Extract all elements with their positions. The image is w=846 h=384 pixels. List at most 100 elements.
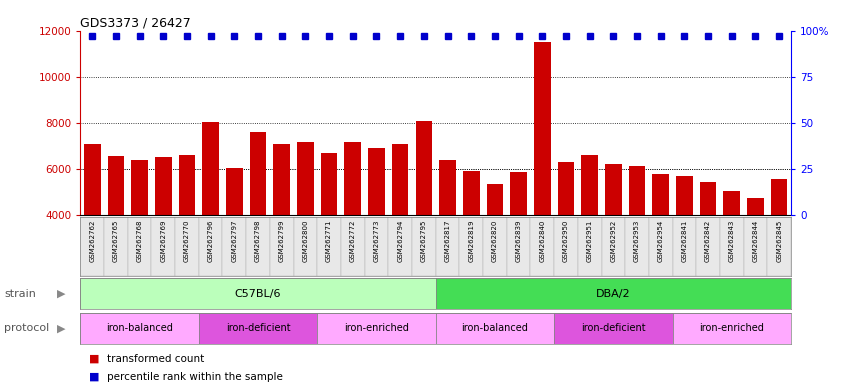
Text: GSM262841: GSM262841: [681, 220, 688, 262]
Text: ▶: ▶: [57, 323, 65, 333]
Text: GSM262796: GSM262796: [207, 220, 214, 262]
Bar: [486, 184, 503, 215]
Text: GSM262817: GSM262817: [444, 220, 451, 262]
Bar: [439, 160, 456, 215]
Bar: [436, 278, 791, 309]
Text: GSM262800: GSM262800: [302, 220, 309, 262]
Bar: [104, 217, 128, 276]
Bar: [558, 162, 574, 215]
Bar: [412, 217, 436, 276]
Bar: [510, 172, 527, 215]
Text: GSM262843: GSM262843: [728, 220, 735, 262]
Bar: [297, 142, 314, 215]
Bar: [321, 153, 338, 215]
Bar: [673, 313, 791, 344]
Bar: [652, 174, 669, 215]
Text: GSM262769: GSM262769: [160, 220, 167, 262]
Bar: [602, 217, 625, 276]
Bar: [151, 217, 175, 276]
Text: transformed count: transformed count: [107, 354, 205, 364]
Text: strain: strain: [4, 289, 36, 299]
Text: iron-balanced: iron-balanced: [106, 323, 173, 333]
Text: iron-enriched: iron-enriched: [344, 323, 409, 333]
Bar: [625, 217, 649, 276]
Text: GSM262951: GSM262951: [586, 220, 593, 262]
Bar: [463, 171, 480, 215]
Bar: [747, 198, 764, 215]
Bar: [771, 179, 788, 215]
Text: GSM262772: GSM262772: [349, 220, 356, 262]
Bar: [700, 182, 717, 215]
Text: iron-deficient: iron-deficient: [226, 323, 290, 333]
Text: iron-balanced: iron-balanced: [461, 323, 529, 333]
Bar: [459, 217, 483, 276]
Bar: [80, 278, 436, 309]
Bar: [581, 155, 598, 215]
Text: GSM262797: GSM262797: [231, 220, 238, 262]
Bar: [483, 217, 507, 276]
Bar: [344, 142, 361, 215]
Bar: [226, 168, 243, 215]
Bar: [179, 155, 195, 215]
Text: GSM262762: GSM262762: [89, 220, 96, 262]
Bar: [720, 217, 744, 276]
Bar: [365, 217, 388, 276]
Bar: [696, 217, 720, 276]
Bar: [273, 144, 290, 215]
Bar: [507, 217, 530, 276]
Bar: [80, 313, 199, 344]
Text: GSM262771: GSM262771: [326, 220, 332, 262]
Bar: [554, 217, 578, 276]
Text: GSM262770: GSM262770: [184, 220, 190, 262]
Text: GSM262820: GSM262820: [492, 220, 498, 262]
Text: GSM262819: GSM262819: [468, 220, 475, 262]
Text: DBA/2: DBA/2: [596, 289, 630, 299]
Text: GSM262795: GSM262795: [420, 220, 427, 262]
Bar: [341, 217, 365, 276]
Bar: [605, 164, 622, 215]
Bar: [80, 217, 104, 276]
Bar: [723, 191, 740, 215]
Bar: [199, 313, 317, 344]
Text: C57BL/6: C57BL/6: [235, 289, 281, 299]
Text: iron-deficient: iron-deficient: [581, 323, 645, 333]
Bar: [673, 217, 696, 276]
Bar: [554, 313, 673, 344]
Bar: [530, 217, 554, 276]
Text: percentile rank within the sample: percentile rank within the sample: [107, 372, 283, 382]
Text: GSM262839: GSM262839: [515, 220, 522, 262]
Text: iron-enriched: iron-enriched: [700, 323, 764, 333]
Bar: [392, 144, 409, 215]
Text: GSM262765: GSM262765: [113, 220, 119, 262]
Text: GSM262952: GSM262952: [610, 220, 617, 262]
Text: GDS3373 / 26427: GDS3373 / 26427: [80, 17, 191, 30]
Text: GSM262950: GSM262950: [563, 220, 569, 262]
Text: GSM262794: GSM262794: [397, 220, 404, 262]
Text: GSM262799: GSM262799: [278, 220, 285, 262]
Bar: [131, 160, 148, 215]
Bar: [294, 217, 317, 276]
Bar: [107, 156, 124, 215]
Bar: [246, 217, 270, 276]
Bar: [436, 313, 554, 344]
Text: GSM262798: GSM262798: [255, 220, 261, 262]
Text: GSM262842: GSM262842: [705, 220, 711, 262]
Bar: [534, 42, 551, 215]
Bar: [767, 217, 791, 276]
Text: GSM262844: GSM262844: [752, 220, 759, 262]
Bar: [128, 217, 151, 276]
Bar: [222, 217, 246, 276]
Text: ▶: ▶: [57, 289, 65, 299]
Bar: [175, 217, 199, 276]
Text: ■: ■: [89, 372, 99, 382]
Bar: [744, 217, 767, 276]
Bar: [270, 217, 294, 276]
Text: GSM262954: GSM262954: [657, 220, 664, 262]
Bar: [202, 122, 219, 215]
Text: ■: ■: [89, 354, 99, 364]
Bar: [155, 157, 172, 215]
Text: GSM262768: GSM262768: [136, 220, 143, 262]
Bar: [436, 217, 459, 276]
Bar: [578, 217, 602, 276]
Text: protocol: protocol: [4, 323, 49, 333]
